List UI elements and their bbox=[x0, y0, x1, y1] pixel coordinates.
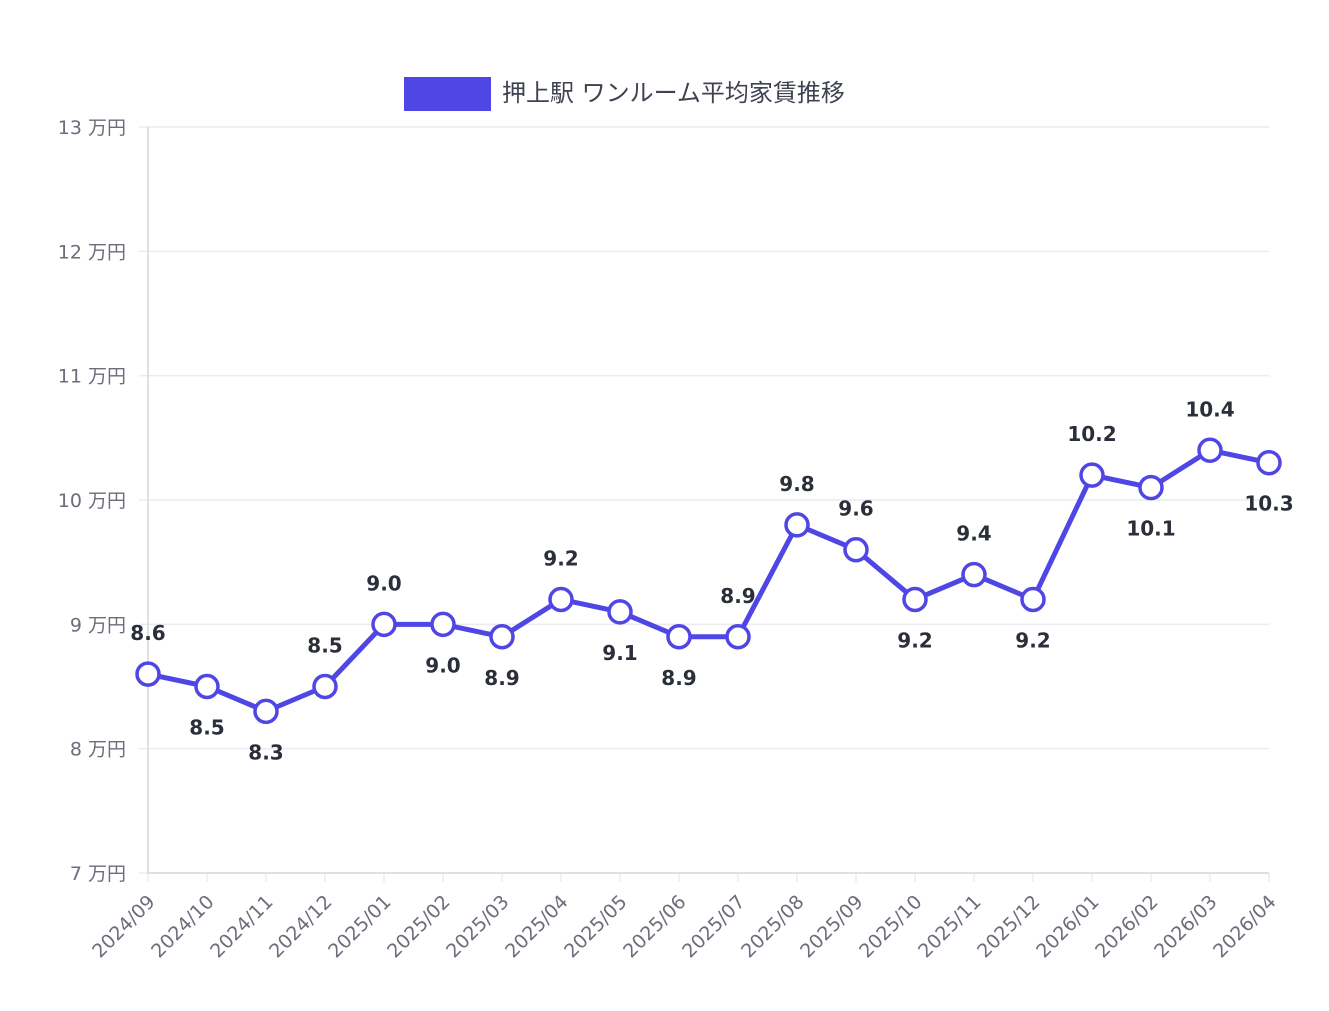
data-label: 9.2 bbox=[897, 628, 932, 652]
data-label: 9.2 bbox=[543, 546, 578, 570]
ytick-label: 8 万円 bbox=[70, 739, 126, 761]
data-point bbox=[607, 599, 633, 625]
xtick-label: 2025/09 bbox=[796, 891, 867, 962]
data-label: 9.8 bbox=[779, 472, 814, 496]
data-point bbox=[489, 624, 515, 650]
grid-lines bbox=[139, 126, 1270, 882]
xtick-label: 2026/04 bbox=[1209, 891, 1280, 962]
data-point bbox=[843, 536, 869, 563]
data-point bbox=[666, 624, 692, 650]
data-label: 8.9 bbox=[484, 666, 519, 690]
data-label: 10.2 bbox=[1067, 422, 1116, 446]
data-point bbox=[961, 561, 987, 588]
xtick-label: 2024/12 bbox=[265, 891, 336, 962]
x-axis-ticks: 2024/092024/102024/112024/122025/012025/… bbox=[88, 891, 1280, 962]
ytick-label: 9 万円 bbox=[70, 614, 126, 636]
xtick-label: 2025/06 bbox=[619, 891, 690, 962]
ytick-label: 13 万円 bbox=[58, 117, 126, 139]
data-labels: 8.6 8.5 8.3 8.5 9.0 9.0 8.9 9.2 9.1 8.9 8.9 9.8 9.6 9… bbox=[130, 397, 1293, 764]
ytick-label: 7 万円 bbox=[70, 863, 126, 885]
data-point bbox=[902, 586, 928, 613]
data-point bbox=[548, 586, 574, 613]
xtick-label: 2025/07 bbox=[678, 891, 749, 962]
data-point bbox=[194, 673, 220, 700]
xtick-label: 2024/09 bbox=[88, 891, 159, 962]
data-label: 9.0 bbox=[425, 653, 460, 677]
data-label: 8.3 bbox=[248, 740, 283, 764]
data-label: 10.4 bbox=[1185, 397, 1234, 421]
xtick-label: 2025/01 bbox=[324, 891, 395, 962]
xtick-label: 2024/10 bbox=[147, 891, 218, 962]
data-point bbox=[253, 698, 279, 725]
xtick-label: 2025/02 bbox=[383, 891, 454, 962]
ytick-label: 11 万円 bbox=[58, 366, 126, 388]
xtick-label: 2026/02 bbox=[1091, 891, 1162, 962]
xtick-label: 2025/10 bbox=[855, 891, 926, 962]
data-point bbox=[725, 624, 751, 650]
chart-legend[interactable]: 押上駅 ワンルーム平均家賃推移 bbox=[404, 77, 845, 111]
series-line bbox=[145, 447, 1272, 714]
ytick-label: 12 万円 bbox=[58, 241, 126, 263]
data-point bbox=[1197, 437, 1223, 464]
data-label: 10.1 bbox=[1126, 517, 1175, 541]
xtick-label: 2024/11 bbox=[206, 891, 277, 962]
xtick-label: 2025/04 bbox=[501, 891, 572, 962]
axes bbox=[147, 127, 1269, 874]
data-point bbox=[784, 512, 810, 538]
legend-swatch bbox=[404, 77, 491, 111]
xtick-label: 2025/12 bbox=[973, 891, 1044, 962]
y-axis-ticks: 7 万円 8 万円 9 万円 10 万円 11 万円 12 万円 13 万円 bbox=[58, 117, 126, 885]
data-label: 9.1 bbox=[602, 641, 637, 665]
data-label: 8.6 bbox=[130, 621, 165, 645]
data-point bbox=[371, 611, 397, 638]
legend-label: 押上駅 ワンルーム平均家賃推移 bbox=[502, 79, 845, 107]
data-point bbox=[135, 661, 161, 687]
data-point bbox=[430, 611, 456, 638]
data-label: 8.9 bbox=[661, 666, 696, 690]
data-point bbox=[1256, 449, 1282, 476]
xtick-label: 2026/01 bbox=[1032, 891, 1103, 962]
ytick-label: 10 万円 bbox=[58, 490, 126, 512]
data-point bbox=[1079, 462, 1105, 488]
xtick-label: 2025/05 bbox=[560, 891, 631, 962]
xtick-label: 2026/03 bbox=[1150, 891, 1221, 962]
data-label: 9.6 bbox=[838, 497, 873, 521]
data-label: 9.2 bbox=[1015, 628, 1050, 652]
data-label: 8.5 bbox=[189, 716, 224, 740]
xtick-label: 2025/08 bbox=[737, 891, 808, 962]
data-point bbox=[312, 673, 338, 700]
data-label: 8.5 bbox=[307, 634, 342, 658]
xtick-label: 2025/11 bbox=[914, 891, 985, 962]
data-label: 9.0 bbox=[366, 571, 401, 595]
xtick-label: 2025/03 bbox=[442, 891, 513, 962]
data-label: 8.9 bbox=[720, 584, 755, 608]
data-label: 10.3 bbox=[1244, 492, 1293, 516]
series-rent bbox=[135, 437, 1282, 725]
data-point bbox=[1020, 586, 1046, 613]
data-label: 9.4 bbox=[956, 522, 991, 546]
data-point bbox=[1138, 474, 1164, 501]
